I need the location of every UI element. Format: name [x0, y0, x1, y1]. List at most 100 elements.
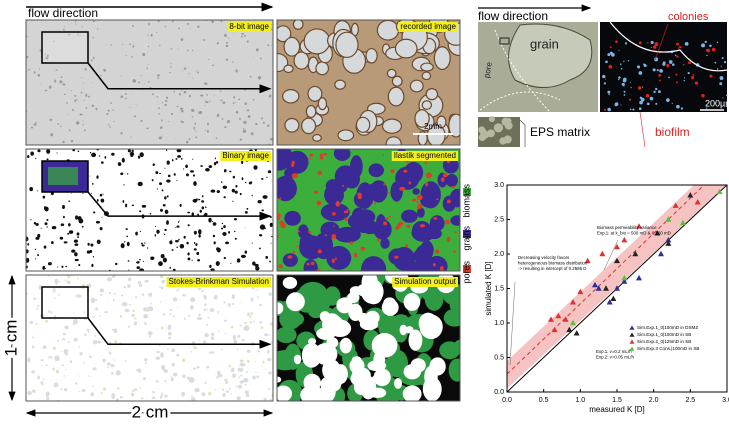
texture-blob: [68, 114, 69, 115]
texture-blob: [403, 170, 407, 173]
texture-blob: [210, 268, 214, 271]
texture-blob: [170, 376, 171, 377]
texture-blob: [360, 247, 365, 251]
colony: [701, 43, 705, 47]
texture-blob: [273, 354, 289, 364]
texture-blob: [211, 21, 213, 24]
texture-blob: [241, 255, 246, 258]
texture-blob: [400, 325, 408, 336]
texture-blob: [173, 297, 178, 301]
texture-blob: [311, 262, 315, 266]
texture-blob: [63, 333, 66, 336]
texture-blob: [309, 157, 311, 159]
texture-blob: [144, 322, 146, 326]
texture-blob: [239, 363, 245, 367]
texture-blob: [233, 103, 235, 105]
texture-blob: [128, 277, 132, 281]
texture-blob: [107, 367, 109, 369]
texture-blob: [131, 314, 135, 317]
texture-blob: [121, 75, 122, 76]
texture-blob: [83, 362, 85, 363]
texture-blob: [206, 324, 208, 326]
texture-blob: [243, 326, 249, 331]
texture-blob: [132, 93, 133, 94]
texture-blob: [70, 360, 73, 363]
texture-blob: [244, 288, 246, 289]
texture-blob: [103, 194, 104, 195]
texture-blob: [390, 181, 402, 201]
data-point: [658, 251, 664, 256]
texture-blob: [268, 388, 270, 390]
texture-blob: [59, 80, 62, 83]
texture-blob: [232, 294, 235, 299]
colony: [608, 65, 612, 69]
data-point: [599, 251, 605, 256]
colony: [638, 86, 641, 89]
texture-blob: [34, 284, 35, 285]
texture-blob: [416, 201, 418, 202]
texture-blob: [27, 357, 30, 362]
texture-blob: [235, 69, 237, 72]
texture-blob: [96, 221, 100, 224]
texture-blob: [36, 308, 38, 310]
texture-blob: [251, 132, 254, 135]
texture-blob: [198, 314, 200, 317]
texture-blob: [181, 120, 183, 123]
texture-blob: [147, 247, 148, 249]
texture-blob: [187, 377, 190, 380]
texture-blob: [397, 224, 401, 229]
texture-blob: [126, 236, 128, 238]
texture-blob: [335, 258, 337, 260]
colony: [640, 97, 642, 99]
texture-blob: [223, 301, 225, 303]
texture-blob: [109, 351, 112, 354]
x-axis-title: measured K [D]: [589, 405, 645, 414]
texture-blob: [233, 176, 235, 179]
colony: [676, 43, 679, 46]
texture-blob: [326, 246, 351, 270]
texture-blob: [159, 136, 162, 139]
colony: [663, 61, 666, 64]
texture-blob: [98, 338, 99, 339]
texture-blob: [222, 232, 226, 236]
texture-blob: [217, 114, 220, 117]
texture-blob: [136, 104, 137, 105]
texture-blob: [168, 175, 171, 178]
scatter-chart: 0.00.51.01.52.02.53.00.00.51.01.52.02.53…: [484, 154, 729, 414]
colony: [607, 91, 610, 94]
texture-blob: [73, 319, 78, 324]
colony: [647, 103, 650, 106]
texture-blob: [200, 165, 203, 167]
colony: [632, 109, 634, 111]
texture-blob: [263, 398, 266, 400]
texture-blob: [115, 340, 117, 344]
texture-blob: [92, 183, 93, 185]
texture-blob: [357, 223, 370, 233]
texture-blob: [294, 355, 302, 365]
legend-label: Sim.Exp.1_0|100mD in DSMZ: [637, 325, 698, 330]
data-point: [621, 237, 627, 242]
texture-blob: [170, 313, 172, 315]
colony: [602, 75, 605, 78]
texture-blob: [31, 127, 34, 129]
texture-blob: [258, 350, 260, 353]
texture-blob: [75, 215, 78, 219]
colony: [681, 107, 683, 109]
texture-blob: [38, 74, 41, 77]
texture-blob: [113, 328, 117, 333]
texture-blob: [29, 321, 33, 324]
texture-blob: [93, 340, 98, 344]
texture-blob: [283, 277, 297, 289]
texture-blob: [69, 230, 73, 234]
texture-blob: [64, 349, 69, 355]
texture-blob: [270, 216, 272, 218]
inset-box: [42, 287, 88, 318]
texture-blob: [134, 115, 136, 117]
texture-blob: [185, 164, 188, 168]
texture-blob: [216, 247, 219, 250]
colony: [643, 63, 645, 65]
colony: [701, 94, 704, 97]
texture-blob: [216, 376, 219, 379]
texture-blob: [72, 109, 74, 111]
texture-blob: [261, 117, 263, 119]
